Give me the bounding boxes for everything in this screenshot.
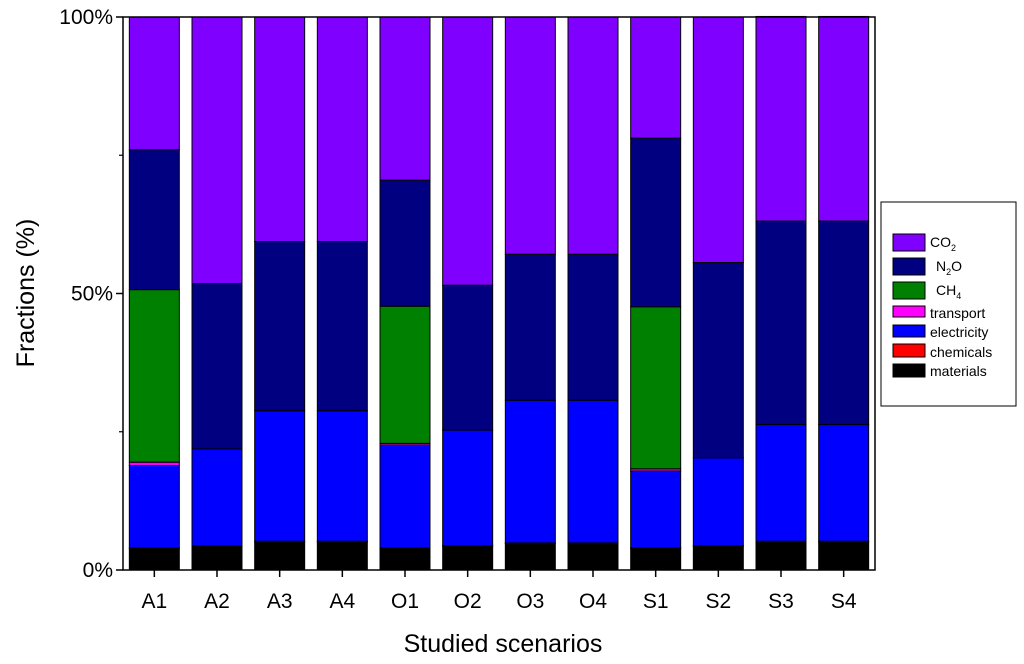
bar-segment-co2-s4 <box>818 15 870 222</box>
y-tick-labels: 0% 50% 100% <box>59 6 113 582</box>
bar-segment-co2-s1 <box>630 16 682 139</box>
bar-segment-ch4-o1 <box>379 305 431 444</box>
bar-segment-n2o-s2 <box>692 262 744 459</box>
x-tick-label-o1: O1 <box>391 590 419 613</box>
y-tick-label: 0% <box>83 559 113 582</box>
bar-segment-ch4-s1 <box>630 306 682 470</box>
x-tick-label-a4: A4 <box>329 590 355 613</box>
bar-segment-electricity-s1 <box>630 470 682 549</box>
bar-segment-materials-o2 <box>442 545 494 571</box>
bar-segment-electricity-s3 <box>755 424 807 542</box>
bar-segment-n2o-s1 <box>630 137 682 308</box>
bar-segment-co2-o3 <box>504 16 556 255</box>
bar-segment-materials-o1 <box>379 547 431 571</box>
bar-segment-co2-s3 <box>755 15 807 222</box>
legend-swatch-n2o <box>892 257 926 276</box>
bar-segment-materials-s2 <box>692 545 744 571</box>
x-tick-label-a1: A1 <box>141 590 167 613</box>
legend-swatch-materials <box>892 363 926 378</box>
bar-segment-materials-a1 <box>128 547 180 571</box>
bar-segment-electricity-a4 <box>316 410 368 542</box>
legend-label-n2o: N2O <box>936 258 962 277</box>
bar-segment-electricity-o2 <box>442 429 494 547</box>
bar-segment-electricity-o4 <box>567 399 619 544</box>
x-tick-label-s2: S2 <box>705 590 731 613</box>
legend-swatch-ch4 <box>892 281 926 300</box>
bar-segment-co2-a3 <box>254 16 306 243</box>
bar-segment-n2o-o1 <box>379 179 431 307</box>
x-tick-label-o3: O3 <box>516 590 544 613</box>
legend-label-transport: transport <box>930 305 985 321</box>
bars-group <box>128 15 870 571</box>
bar-segment-materials-s3 <box>755 541 807 571</box>
bar-segment-electricity-a1 <box>128 464 180 549</box>
bar-segment-n2o-a1 <box>128 149 180 291</box>
bar-segment-materials-a4 <box>316 541 368 571</box>
bar-segment-co2-a4 <box>316 16 368 243</box>
bar-segment-n2o-o4 <box>567 253 619 401</box>
x-tick-label-o4: O4 <box>579 590 607 613</box>
bar-segment-co2-a2 <box>191 16 243 285</box>
bar-segment-electricity-a2 <box>191 448 243 547</box>
bar-segment-n2o-s3 <box>755 220 807 426</box>
legend: CO2 N2O CH4 transport electricity chemicals ma… <box>880 201 1017 407</box>
x-tick-label-s4: S4 <box>831 590 857 613</box>
axis-ticks <box>116 16 845 577</box>
x-tick-label-s1: S1 <box>643 590 669 613</box>
x-axis-title: Studied scenarios <box>404 630 603 658</box>
bar-segment-electricity-s2 <box>692 457 744 547</box>
bar-segment-co2-o1 <box>379 16 431 181</box>
x-tick-label-s3: S3 <box>768 590 794 613</box>
bar-segment-materials-a2 <box>191 545 243 571</box>
bar-segment-n2o-a2 <box>191 283 243 450</box>
y-tick-label: 50% <box>71 283 113 306</box>
bar-segment-materials-o3 <box>504 542 556 571</box>
bar-segment-co2-s2 <box>692 16 744 264</box>
bar-segment-n2o-o2 <box>442 284 494 431</box>
bar-segment-electricity-a3 <box>254 410 306 542</box>
bar-segment-co2-o4 <box>567 16 619 255</box>
legend-label-materials: materials <box>930 363 987 379</box>
bar-segment-electricity-o3 <box>504 399 556 544</box>
bar-segment-n2o-a3 <box>254 241 306 412</box>
legend-label-ch4: CH4 <box>936 282 961 301</box>
legend-swatch-transport <box>892 305 926 318</box>
bar-segment-materials-a3 <box>254 541 306 571</box>
bar-segment-ch4-a1 <box>128 289 180 463</box>
bar-segment-co2-a1 <box>128 16 180 151</box>
bar-segment-n2o-o3 <box>504 253 556 401</box>
bar-segment-n2o-a4 <box>316 241 368 412</box>
legend-label-chemicals: chemicals <box>930 344 992 360</box>
legend-label-electricity: electricity <box>930 324 988 340</box>
bar-segment-materials-s4 <box>818 541 870 571</box>
x-tick-label-o2: O2 <box>454 590 482 613</box>
legend-swatch-chemicals <box>892 343 926 358</box>
y-tick-label: 100% <box>59 6 113 29</box>
x-tick-label-a2: A2 <box>204 590 230 613</box>
bar-segment-electricity-s4 <box>818 424 870 542</box>
bar-segment-co2-o2 <box>442 16 494 286</box>
legend-swatch-electricity <box>892 324 926 338</box>
bar-segment-materials-s1 <box>630 547 682 571</box>
bar-segment-electricity-o1 <box>379 444 431 549</box>
legend-label-co2: CO2 <box>930 234 956 253</box>
legend-swatch-co2 <box>892 233 926 252</box>
y-axis-title: Fractions (%) <box>12 219 40 368</box>
x-tick-label-a3: A3 <box>267 590 293 613</box>
bar-segment-materials-o4 <box>567 542 619 571</box>
bar-segment-n2o-s4 <box>818 220 870 426</box>
x-tick-labels: A1 A2 A3 A4 O1 O2 O3 O4 S1 S2 S3 S4 <box>141 590 856 613</box>
